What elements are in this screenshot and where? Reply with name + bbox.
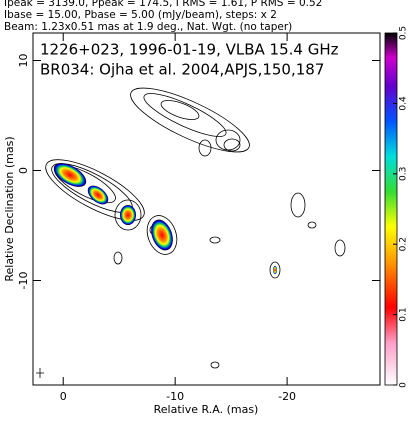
x-tick-label: 0 bbox=[60, 390, 67, 403]
header-line: Ibase = 15.00, Pbase = 5.00 (mJy/beam), … bbox=[4, 9, 277, 21]
colorbar-tick-label: 0.5 bbox=[399, 26, 409, 40]
header-line: Beam: 1.23x0.51 mas at 1.9 deg., Nat. Wg… bbox=[4, 21, 292, 33]
colorbar bbox=[384, 32, 398, 386]
y-tick-label: 10 bbox=[17, 54, 30, 68]
colorbar-tick-label: 0.2 bbox=[399, 237, 409, 251]
annotation: BR034: Ojha et al. 2004,APJS,150,187 bbox=[40, 61, 324, 79]
y-axis-label: Relative Declination (mas) bbox=[3, 136, 16, 281]
colorbar-tick-label: 0.1 bbox=[399, 307, 409, 321]
plot-frame bbox=[32, 32, 381, 386]
header-line: Ipeak = 3139.0, Ppeak = 174.5, I RMS = 1… bbox=[4, 0, 322, 9]
colorbar-tick-label: 0.3 bbox=[399, 167, 409, 181]
colorbar-tick-label: 0.4 bbox=[399, 96, 409, 111]
contours bbox=[36, 87, 346, 378]
x-axis-label: Relative R.A. (mas) bbox=[154, 403, 259, 416]
colorbar-tick-label: 0 bbox=[399, 382, 409, 388]
x-tick-label: -20 bbox=[278, 390, 296, 403]
x-tick-label: -10 bbox=[166, 390, 184, 403]
y-tick-label: 0 bbox=[17, 167, 30, 174]
annotation: 1226+023, 1996-01-19, VLBA 15.4 GHz bbox=[40, 41, 339, 59]
y-tick-label: -10 bbox=[17, 272, 30, 290]
